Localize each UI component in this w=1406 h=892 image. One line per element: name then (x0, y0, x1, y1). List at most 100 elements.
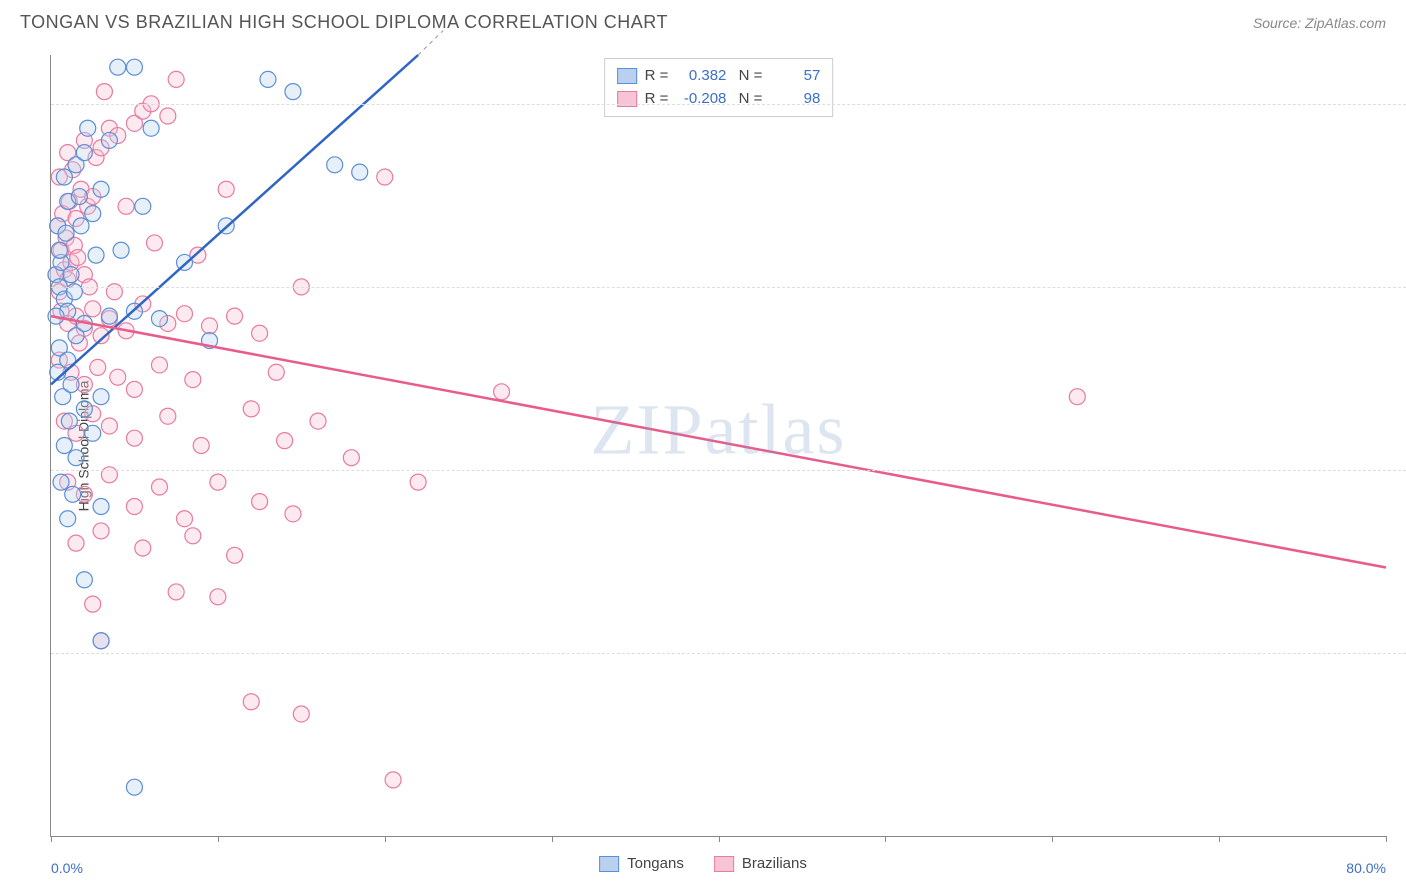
scatter-point (193, 438, 209, 454)
scatter-point (93, 523, 109, 539)
legend-r-label: R = (645, 65, 669, 88)
chart-plot-area: R = 0.382 N = 57 R = -0.208 N = 98 ZIPat… (50, 55, 1386, 837)
legend-r-value: 0.382 (676, 65, 726, 88)
scatter-point (85, 206, 101, 222)
x-tick-label: 80.0% (1346, 860, 1386, 876)
scatter-point (126, 59, 142, 75)
scatter-point (68, 450, 84, 466)
scatter-point (177, 306, 193, 322)
scatter-point (60, 511, 76, 527)
scatter-point (185, 528, 201, 544)
scatter-point (168, 584, 184, 600)
scatter-point (56, 169, 72, 185)
legend-r-label: R = (645, 88, 669, 111)
legend-swatch (617, 68, 637, 84)
scatter-point (80, 120, 96, 136)
scatter-point (202, 318, 218, 334)
scatter-point (76, 572, 92, 588)
chart-title: TONGAN VS BRAZILIAN HIGH SCHOOL DIPLOMA … (20, 12, 668, 33)
scatter-point (151, 479, 167, 495)
gridline (51, 287, 1406, 288)
scatter-point (126, 499, 142, 515)
x-tick (51, 836, 52, 842)
scatter-point (135, 540, 151, 556)
trend-line (51, 316, 1386, 567)
scatter-point (1069, 389, 1085, 405)
scatter-point (218, 181, 234, 197)
scatter-point (343, 450, 359, 466)
scatter-point (277, 433, 293, 449)
scatter-point (410, 474, 426, 490)
scatter-point (85, 301, 101, 317)
scatter-point (151, 357, 167, 373)
gridline (51, 653, 1406, 654)
scatter-point (70, 250, 86, 266)
gridline (51, 470, 1406, 471)
x-tick (1219, 836, 1220, 842)
x-tick (1386, 836, 1387, 842)
scatter-point (260, 71, 276, 87)
scatter-point (90, 359, 106, 375)
scatter-point (252, 494, 268, 510)
correlation-legend: R = 0.382 N = 57 R = -0.208 N = 98 (604, 58, 834, 117)
x-tick (552, 836, 553, 842)
scatter-point (93, 181, 109, 197)
scatter-point (160, 408, 176, 424)
scatter-point (63, 376, 79, 392)
scatter-point (51, 242, 67, 258)
series-legend: Tongans Brazilians (599, 855, 807, 872)
scatter-point (285, 84, 301, 100)
scatter-point (310, 413, 326, 429)
scatter-point (252, 325, 268, 341)
scatter-point (65, 486, 81, 502)
scatter-point (177, 511, 193, 527)
scatter-point (285, 506, 301, 522)
scatter-point (227, 547, 243, 563)
scatter-point (93, 499, 109, 515)
scatter-point (143, 120, 159, 136)
scatter-point (210, 589, 226, 605)
scatter-point (135, 198, 151, 214)
scatter-point (85, 596, 101, 612)
legend-item: Tongans (599, 855, 684, 872)
scatter-point (146, 235, 162, 251)
scatter-point (76, 401, 92, 417)
x-tick (385, 836, 386, 842)
scatter-point (58, 225, 74, 241)
scatter-point (63, 267, 79, 283)
scatter-point (118, 198, 134, 214)
scatter-point (68, 535, 84, 551)
scatter-svg (51, 55, 1386, 836)
legend-n-value: 57 (770, 65, 820, 88)
legend-n-label: N = (734, 65, 762, 88)
scatter-point (61, 413, 77, 429)
scatter-point (93, 389, 109, 405)
x-tick-label: 0.0% (51, 860, 83, 876)
scatter-point (53, 474, 69, 490)
scatter-point (113, 242, 129, 258)
legend-label: Brazilians (742, 855, 807, 872)
scatter-point (93, 633, 109, 649)
scatter-point (126, 381, 142, 397)
scatter-point (185, 372, 201, 388)
scatter-point (76, 145, 92, 161)
legend-item: Brazilians (714, 855, 807, 872)
legend-row: R = 0.382 N = 57 (617, 65, 821, 88)
scatter-point (96, 84, 112, 100)
scatter-point (243, 694, 259, 710)
scatter-point (110, 369, 126, 385)
legend-r-value: -0.208 (676, 88, 726, 111)
source-label: Source: ZipAtlas.com (1253, 15, 1386, 31)
scatter-point (56, 438, 72, 454)
scatter-point (385, 772, 401, 788)
gridline (51, 104, 1406, 105)
scatter-point (377, 169, 393, 185)
scatter-point (293, 706, 309, 722)
scatter-point (71, 189, 87, 205)
scatter-point (101, 308, 117, 324)
scatter-point (101, 132, 117, 148)
scatter-point (494, 384, 510, 400)
scatter-point (268, 364, 284, 380)
x-tick (885, 836, 886, 842)
scatter-point (110, 59, 126, 75)
